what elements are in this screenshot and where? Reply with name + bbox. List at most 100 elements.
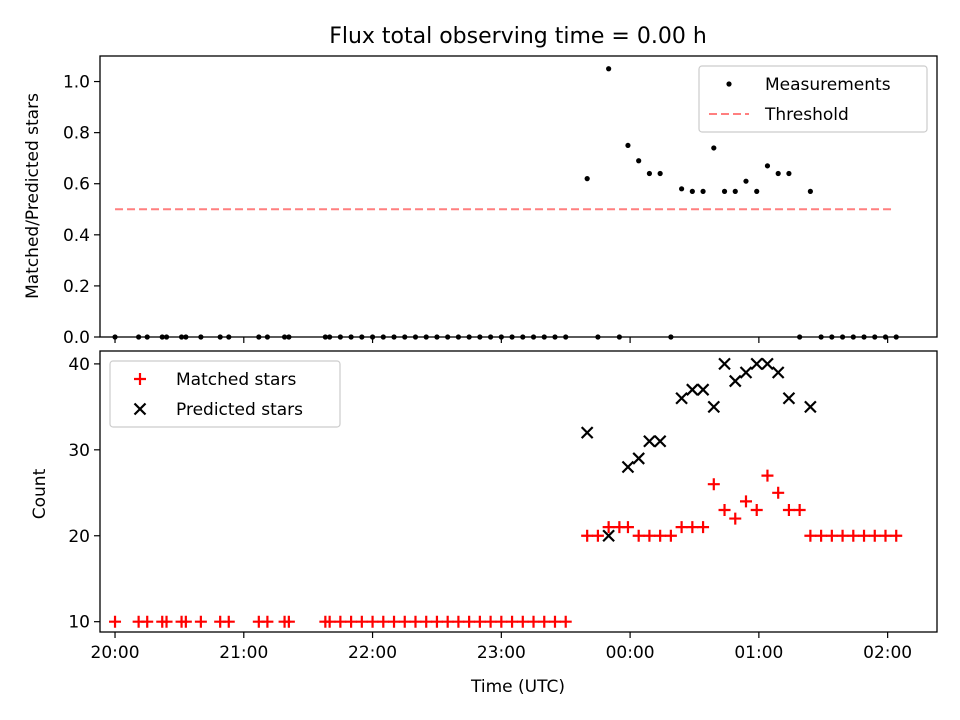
bottom-matched-stars-point [686,521,699,534]
bottom-predicted-stars-point [782,391,796,405]
bottom-x-tick-label: 21:00 [219,643,268,663]
bottom-matched-stars-point [495,615,508,628]
bottom-matched-stars-point [527,615,540,628]
top-y-tick-label: 0.2 [63,277,90,297]
top-chart-ylabel: Matched/Predicted stars [23,93,43,299]
bottom-x-tick-label: 23:00 [477,643,526,663]
bottom-predicted-stars-point [771,366,785,379]
bottom-matched-stars-point [793,503,806,516]
top-measurements-point [646,170,653,177]
bottom-matched-stars-point [141,615,154,628]
bottom-matched-stars-point [804,529,817,542]
bottom-matched-stars-point [847,529,860,542]
bottom-predicted-stars-point [707,400,721,414]
top-legend: Measurements Threshold [698,65,928,133]
bottom-matched-stars-point [160,615,173,628]
bottom-matched-stars-point [463,615,476,628]
top-measurements-point [689,188,695,194]
bottom-chart-xlabel: Time (UTC) [470,677,565,697]
bottom-matched-stars-point [761,469,774,482]
bottom-matched-stars-point [323,615,336,628]
bottom-legend-box [109,360,341,428]
bottom-y-tick-label: 40 [68,355,90,375]
bottom-matched-stars-point [388,615,401,628]
top-measurements-point [679,186,685,192]
top-measurements-point [711,145,717,151]
top-measurements-point [584,176,590,182]
top-y-tick-label: 0.0 [63,328,90,348]
bottom-matched-stars-point [109,615,122,628]
bottom-matched-stars-point [222,615,235,628]
bottom-matched-stars-point [366,615,379,628]
top-measurements-point [625,142,631,149]
bottom-predicted-stars-point [718,357,731,371]
bottom-matched-stars-point [879,529,892,542]
bottom-matched-stars-point [739,495,752,508]
top-axes-frame [99,55,938,338]
bottom-matched-stars-point [398,615,411,628]
bottom-legend: Matched stars Predicted stars [109,360,341,428]
bottom-predicted-stars-point [739,366,753,379]
bottom-predicted-stars-point [643,434,656,448]
top-legend-box [698,65,928,133]
bottom-matched-stars-point [194,615,207,628]
bottom-matched-stars-point [484,615,497,628]
bottom-predicted-stars-point [686,383,699,396]
top-y-tick-label: 0.4 [63,226,90,246]
bottom-y-tick-label: 30 [68,441,90,461]
bottom-matched-stars-point [538,615,551,628]
bottom-matched-stars-point [621,521,634,534]
bottom-matched-stars-point [750,503,763,516]
bottom-matched-stars-point [782,503,795,516]
bottom-matched-stars-point [261,615,274,628]
bottom-matched-stars-point [664,529,677,542]
bottom-predicted-stars-point [653,434,667,448]
bottom-matched-stars-point [643,529,656,542]
top-measurements-point [732,188,738,194]
bottom-matched-stars-point [179,615,192,628]
top-measurements-point [754,188,760,194]
top-y-tick-label: 0.8 [63,124,90,144]
bottom-legend-label: Matched stars [176,370,296,390]
bottom-predicted-stars-point [761,357,774,371]
bottom-matched-stars-point [345,615,358,628]
bottom-x-tick-label: 22:00 [348,643,397,663]
bottom-matched-stars-point [548,615,561,628]
bottom-matched-stars-point [632,529,645,542]
top-measurements-point [764,163,771,169]
top-measurements-point [743,178,749,184]
bottom-matched-stars-point [772,486,785,499]
bottom-predicted-stars-point [621,460,635,474]
bottom-matched-stars-point [868,529,881,542]
bottom-matched-stars-point [654,529,667,542]
bottom-matched-stars-point [452,615,465,628]
top-y-tick-label: 0.6 [63,175,90,195]
bottom-matched-stars-point [825,529,838,542]
bottom-matched-stars-point [729,512,742,525]
bottom-chart-ylabel: Count [30,468,50,519]
bottom-matched-stars-point [377,615,390,628]
bottom-predicted-stars-point [580,426,594,439]
bottom-predicted-stars-point [750,357,764,371]
bottom-matched-stars-point [282,615,295,628]
top-measurements-point [636,158,642,164]
bottom-matched-stars-point [516,615,529,628]
bottom-matched-stars-point [506,615,519,628]
bottom-matched-stars-point [430,615,443,628]
bottom-matched-stars-point [334,615,347,628]
bottom-matched-stars-point [697,521,710,534]
top-measurements-point [786,170,792,177]
bottom-matched-stars-point [355,615,368,628]
top-chart-panel: 0.0 0.2 0.4 0.6 0.8 1.0 Measurements Threshold [63,55,938,348]
bottom-matched-stars-point [675,521,688,534]
bottom-matched-stars-point [836,529,849,542]
top-measurements-point [807,188,813,194]
bottom-predicted-stars-point [632,452,645,465]
top-measurements-point [775,170,781,177]
bottom-x-tick-label: 01:00 [734,643,783,663]
bottom-x-tick-label: 00:00 [606,643,655,663]
bottom-matched-stars-point [441,615,454,628]
bottom-predicted-stars-point [696,383,710,396]
bottom-matched-stars-point [559,615,572,628]
